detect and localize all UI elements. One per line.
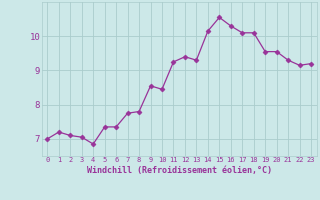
X-axis label: Windchill (Refroidissement éolien,°C): Windchill (Refroidissement éolien,°C) [87,166,272,175]
